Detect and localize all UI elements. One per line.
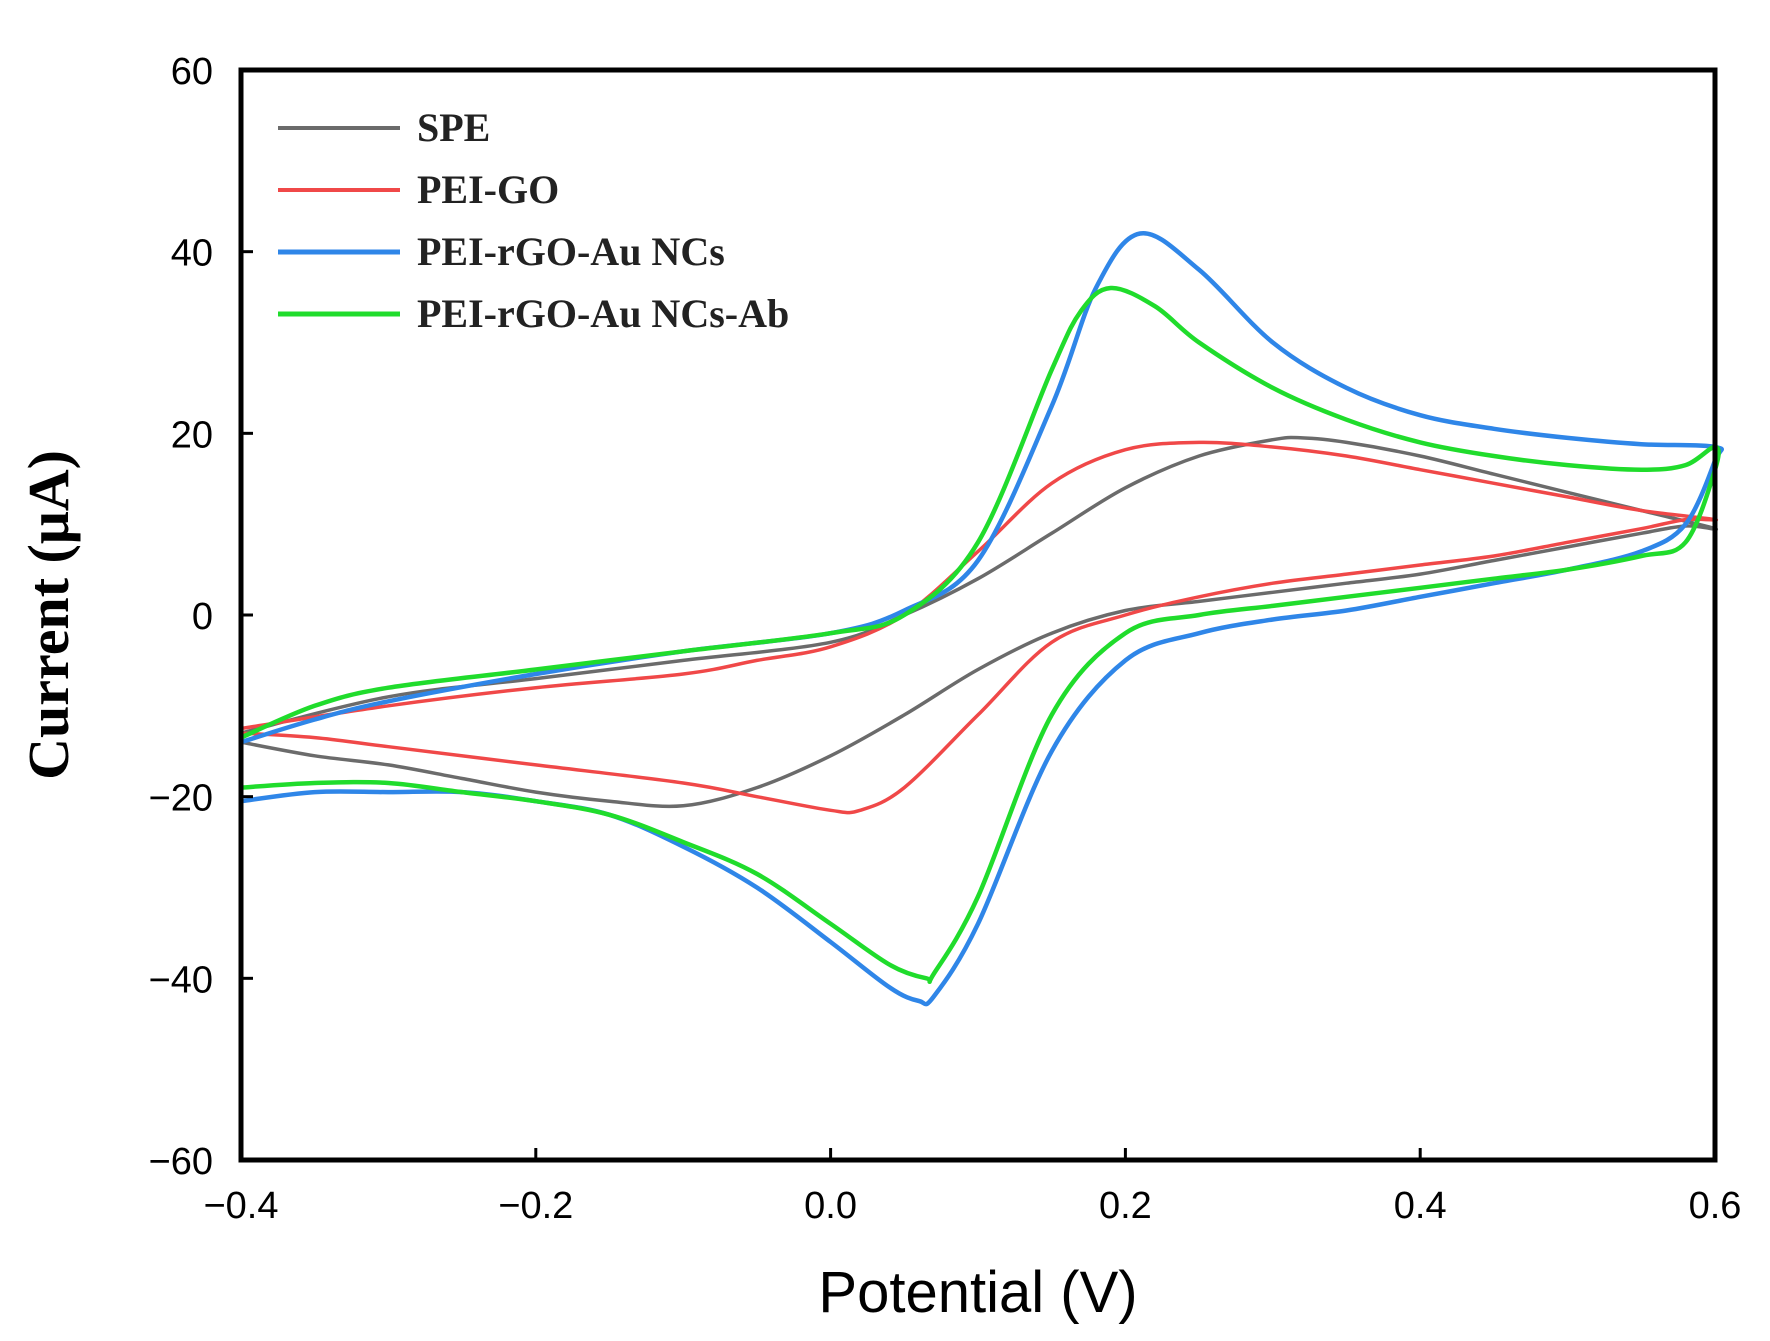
y-tick-label: −60 (149, 1141, 213, 1183)
y-tick-label: −40 (149, 959, 213, 1001)
series-line-pei-go (239, 440, 1719, 815)
series-layer (238, 231, 1724, 1007)
legend: SPE PEI-GO PEI-rGO-Au NCs PEI-rGO-Au NCs-Ab (278, 105, 789, 336)
legend-label: PEI-rGO-Au NCs-Ab (417, 291, 789, 336)
series-line-pei-rgo-au-ncs-ab (238, 285, 1721, 984)
x-tick-label: 0.0 (804, 1185, 857, 1227)
y-tick-label: 20 (171, 414, 213, 456)
y-axis-title: Current (μA) (16, 450, 81, 780)
x-tick-label: 0.2 (1099, 1185, 1152, 1227)
legend-label: SPE (417, 105, 490, 150)
x-axis-title: Potential (V) (818, 1260, 1137, 1325)
y-tick-label: 0 (192, 596, 213, 638)
x-tick-label: 0.4 (1394, 1185, 1447, 1227)
y-tick-label: 60 (171, 51, 213, 93)
x-tick-label: −0.4 (203, 1185, 278, 1227)
x-tick-label: −0.2 (498, 1185, 573, 1227)
ticks-layer: −0.4 −0.2 0.0 0.2 0.4 0.6 60 40 20 0 −20 −40 −60 (149, 51, 1742, 1227)
x-tick-label: 0.6 (1689, 1185, 1742, 1227)
legend-label: PEI-rGO-Au NCs (417, 229, 725, 274)
y-tick-label: 40 (171, 233, 213, 275)
legend-label: PEI-GO (417, 167, 559, 212)
y-tick-label: −20 (149, 778, 213, 820)
